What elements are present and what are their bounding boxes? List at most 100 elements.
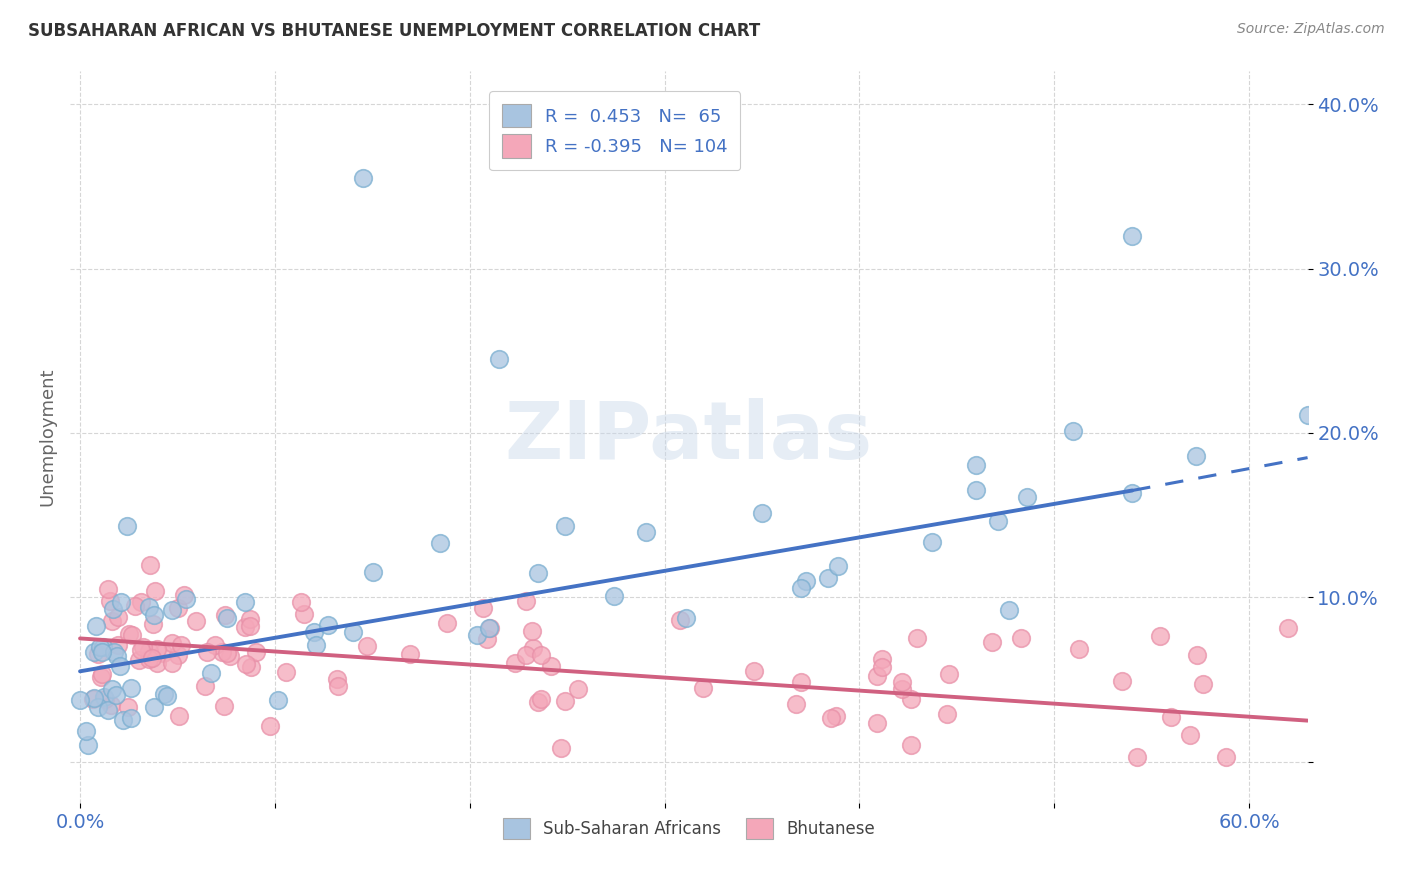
Point: [274, 665, 297, 679]
Point: [214, 608, 236, 623]
Point: [900, 738, 922, 752]
Point: [900, 691, 922, 706]
Point: [110, 595, 132, 609]
Point: [980, 634, 1002, 648]
Point: [83, 691, 105, 706]
Point: [478, 621, 501, 635]
Point: [84, 618, 107, 632]
Point: [239, 660, 262, 674]
Point: [111, 714, 134, 728]
Text: Source: ZipAtlas.com: Source: ZipAtlas.com: [1237, 22, 1385, 37]
Point: [522, 641, 544, 656]
Point: [103, 645, 125, 659]
Point: [204, 638, 226, 652]
Text: ZIPatlas: ZIPatlas: [505, 398, 873, 476]
Point: [526, 695, 548, 709]
Point: [94, 692, 117, 706]
Point: [540, 658, 562, 673]
Text: SUBSAHARAN AFRICAN VS BHUTANESE UNEMPLOYMENT CORRELATION CHART: SUBSAHARAN AFRICAN VS BHUTANESE UNEMPLOY…: [28, 22, 761, 40]
Point: [891, 681, 914, 696]
Point: [505, 657, 527, 671]
Point: [751, 507, 773, 521]
Point: [866, 669, 889, 683]
Point: [117, 699, 139, 714]
Point: [1160, 709, 1182, 723]
Point: [825, 709, 848, 723]
Point: [997, 603, 1019, 617]
Point: [1192, 676, 1215, 690]
Point: [305, 638, 328, 652]
Point: [527, 566, 550, 580]
Point: [515, 593, 537, 607]
Point: [153, 687, 176, 701]
Point: [90, 645, 112, 659]
Point: [554, 519, 576, 533]
Point: [233, 595, 256, 609]
Point: [1017, 490, 1039, 504]
Point: [550, 740, 572, 755]
Point: [195, 645, 218, 659]
Point: [233, 620, 256, 634]
Point: [785, 697, 807, 711]
Point: [132, 640, 155, 654]
Point: [1111, 674, 1133, 689]
Point: [97, 703, 120, 717]
Point: [259, 719, 281, 733]
Point: [515, 648, 537, 662]
Point: [91, 667, 114, 681]
Point: [138, 651, 160, 665]
Point: [239, 612, 262, 626]
Point: [77, 739, 100, 753]
Point: [152, 646, 174, 660]
Point: [105, 688, 128, 702]
Point: [138, 599, 160, 614]
Point: [866, 716, 889, 731]
Point: [742, 665, 765, 679]
Point: [87, 647, 110, 661]
Point: [143, 700, 166, 714]
Point: [156, 689, 179, 703]
Point: [121, 628, 143, 642]
Point: [477, 632, 499, 646]
Point: [138, 558, 160, 572]
Point: [692, 681, 714, 695]
Point: [530, 648, 553, 662]
Point: [120, 681, 142, 695]
Point: [326, 672, 349, 686]
Point: [267, 693, 290, 707]
Point: [215, 646, 238, 660]
Point: [167, 648, 190, 662]
Point: [105, 649, 128, 664]
Point: [987, 514, 1010, 528]
Point: [827, 558, 849, 573]
Point: [302, 624, 325, 639]
Point: [935, 706, 957, 721]
Point: [219, 648, 242, 663]
Point: [292, 607, 315, 621]
Point: [108, 659, 131, 673]
Point: [1069, 641, 1091, 656]
Point: [479, 621, 502, 635]
Point: [554, 693, 576, 707]
Point: [245, 645, 267, 659]
Point: [361, 565, 384, 579]
Legend: Sub-Saharan Africans, Bhutanese: Sub-Saharan Africans, Bhutanese: [494, 808, 884, 849]
Point: [82, 692, 104, 706]
Point: [1185, 449, 1208, 463]
Point: [488, 351, 510, 366]
Point: [107, 609, 129, 624]
Point: [398, 647, 420, 661]
Point: [1277, 621, 1299, 635]
Point: [1185, 648, 1208, 662]
Point: [235, 657, 257, 671]
Point: [1062, 424, 1084, 438]
Point: [124, 599, 146, 613]
Point: [352, 171, 374, 186]
Point: [211, 645, 233, 659]
Point: [115, 519, 138, 533]
Point: [921, 534, 943, 549]
Point: [965, 483, 987, 498]
Point: [1121, 485, 1143, 500]
Point: [83, 645, 105, 659]
Point: [141, 650, 163, 665]
